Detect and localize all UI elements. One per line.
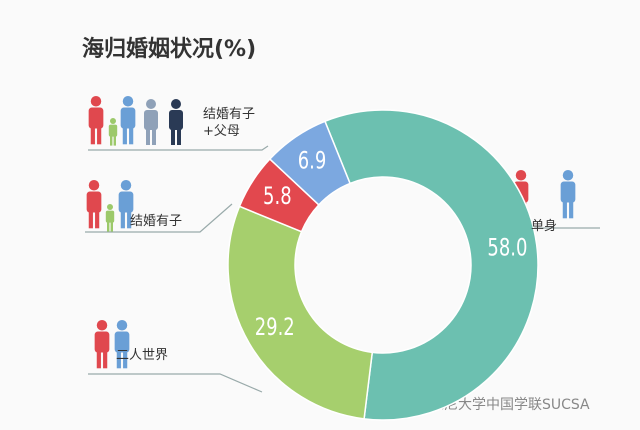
- icon-leg: [123, 351, 128, 369]
- person-icon: [144, 99, 158, 145]
- icon-body: [560, 181, 576, 203]
- icon-leg: [171, 129, 175, 145]
- icon-leg: [88, 211, 93, 229]
- person-icon: [169, 99, 183, 145]
- icon-leg: [146, 129, 150, 145]
- icon-leg: [562, 201, 567, 219]
- icon-body: [144, 110, 158, 130]
- icon-head: [88, 180, 100, 191]
- category-label: 单身: [531, 219, 558, 234]
- icon-body: [94, 331, 110, 353]
- icon-leg: [152, 129, 156, 145]
- icon-head: [90, 96, 102, 107]
- icon-body: [169, 110, 183, 130]
- person-icon: [118, 180, 134, 229]
- icon-head: [116, 320, 128, 331]
- person-icon: [86, 180, 102, 229]
- icon-body: [108, 124, 118, 137]
- icon-leg: [177, 129, 181, 145]
- icon-head: [515, 170, 527, 181]
- icon-leg: [96, 351, 101, 369]
- person-icon: [94, 320, 110, 369]
- watermark: 悉尼大学中国学联SUCSA: [430, 397, 590, 413]
- icon-leg: [110, 222, 113, 232]
- icon-leg: [110, 136, 113, 146]
- icon-body: [86, 191, 102, 213]
- icon-leg: [103, 351, 108, 369]
- icon-leg: [569, 201, 574, 219]
- icon-head: [96, 320, 108, 331]
- icon-leg: [107, 222, 110, 232]
- donut-segment: [227, 205, 374, 420]
- icon-head: [562, 170, 574, 181]
- value-label: 6.9: [298, 147, 327, 175]
- icon-body: [114, 331, 130, 353]
- person-icon: [88, 96, 104, 145]
- category-label: 二人世界: [116, 348, 169, 363]
- icon-head: [110, 118, 116, 124]
- icon-head: [122, 96, 134, 107]
- icon-leg: [127, 211, 132, 229]
- value-label: 5.8: [263, 183, 292, 211]
- value-label: 58.0: [487, 234, 527, 262]
- person-icon: [114, 320, 130, 369]
- icon-leg: [113, 136, 116, 146]
- icon-leg: [90, 127, 95, 145]
- icon-head: [120, 180, 132, 191]
- icon-leg: [95, 211, 100, 229]
- icon-body: [118, 191, 134, 213]
- person-icon: [120, 96, 136, 145]
- icon-leg: [129, 127, 134, 145]
- icon-leg: [120, 211, 125, 229]
- icon-body: [120, 107, 136, 129]
- icon-head: [146, 99, 156, 109]
- category-label: 结婚有子: [130, 214, 183, 229]
- category-label: 结婚有子+父母: [203, 107, 256, 139]
- person-icon: [560, 170, 576, 219]
- chart-title: 海归婚姻状况(%): [82, 36, 256, 62]
- donut-segment: [323, 109, 539, 421]
- value-label: 29.2: [255, 314, 295, 342]
- icon-leg: [116, 351, 121, 369]
- icon-body: [88, 107, 104, 129]
- icon-head: [171, 99, 181, 109]
- icon-leg: [122, 127, 127, 145]
- person-icon: [105, 204, 115, 232]
- icon-head: [107, 204, 113, 210]
- person-icon: [108, 118, 118, 146]
- icon-leg: [97, 127, 102, 145]
- icon-body: [105, 210, 115, 223]
- donut-segment: [268, 120, 352, 206]
